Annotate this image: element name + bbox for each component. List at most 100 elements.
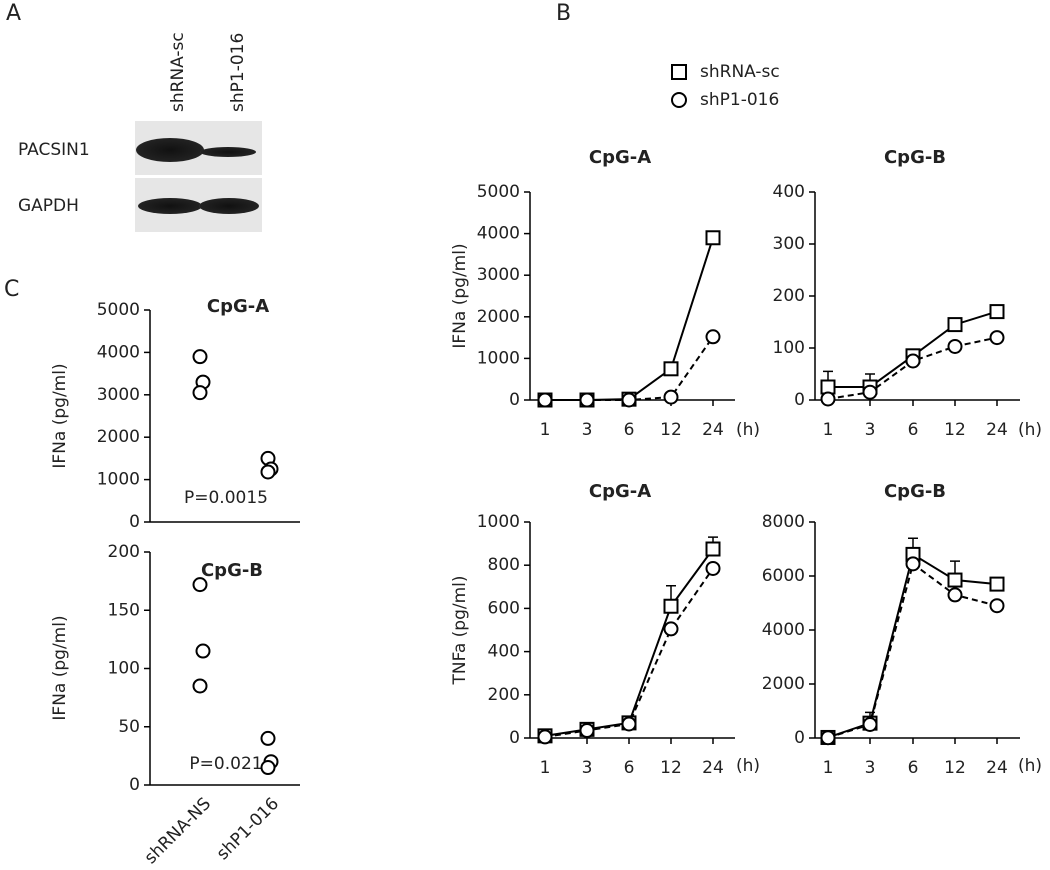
x-tick-label: 24 (702, 420, 724, 440)
y-tick-label: 200 (488, 685, 520, 705)
series-line (545, 237, 714, 401)
chart-title: CpG-B (201, 560, 263, 581)
legend-marker (671, 64, 687, 80)
y-tick-label: 2000 (97, 427, 140, 447)
panel-label: B (556, 1, 571, 26)
x-tick-label: 24 (986, 758, 1008, 778)
marker (579, 722, 595, 738)
y-tick-label: 800 (488, 555, 520, 575)
series-line (545, 336, 714, 401)
marker (989, 576, 1005, 592)
x-axis-label: (h) (736, 756, 760, 776)
legend-label: shP1-016 (700, 90, 779, 110)
marker (705, 230, 721, 246)
row-label: PACSIN1 (18, 140, 90, 160)
marker (192, 349, 208, 365)
western-blot: shRNA-sc shP1-016 PACSIN1 GAPDH (18, 32, 262, 232)
marker (537, 729, 553, 745)
marker (705, 541, 721, 557)
y-tick-label: 300 (773, 234, 805, 254)
chart-title: CpG-A (589, 481, 651, 502)
y-tick-label: 3000 (97, 385, 140, 405)
marker (663, 621, 679, 637)
x-tick-label: 3 (582, 420, 593, 440)
marker (947, 587, 963, 603)
y-tick-label: 0 (794, 390, 805, 410)
marker (947, 338, 963, 354)
marker (260, 760, 276, 776)
y-tick-label: 600 (488, 598, 520, 618)
band (199, 198, 259, 214)
marker (260, 464, 276, 480)
y-tick-label: 0 (794, 728, 805, 748)
marker (579, 392, 595, 408)
x-tick-label: 1 (823, 420, 834, 440)
series-line (544, 548, 714, 737)
x-tick-label: 6 (908, 758, 919, 778)
chart-title: CpG-A (589, 147, 651, 168)
marker (621, 392, 637, 408)
x-tick-label: 12 (660, 420, 682, 440)
marker (862, 384, 878, 400)
annotation: P=0.0015 (184, 488, 268, 508)
y-tick-label: 400 (773, 182, 805, 202)
x-tick-label: 3 (865, 420, 876, 440)
marker (947, 317, 963, 333)
x-axis-label: (h) (736, 420, 760, 440)
x-tick-label: shRNA-NS (141, 794, 215, 868)
panel-label: A (6, 1, 21, 26)
y-tick-label: 0 (129, 512, 140, 532)
marker (621, 716, 637, 732)
row-label: GAPDH (18, 196, 79, 216)
x-axis-label: (h) (1018, 420, 1042, 440)
y-tick-label: 1000 (97, 470, 140, 490)
x-tick-label: 12 (660, 758, 682, 778)
x-tick-label: 6 (624, 758, 635, 778)
y-tick-label: 0 (129, 775, 140, 795)
marker (705, 560, 721, 576)
y-tick-label: 400 (488, 642, 520, 662)
marker (192, 385, 208, 401)
y-tick-label: 2000 (762, 674, 805, 694)
x-tick-label: 24 (986, 420, 1008, 440)
marker (260, 730, 276, 746)
x-tick-label: 24 (702, 758, 724, 778)
series-line (827, 562, 998, 739)
marker (663, 598, 679, 614)
marker (663, 389, 679, 405)
series-line (544, 567, 714, 738)
marker (663, 361, 679, 377)
y-tick-label: 8000 (762, 512, 805, 532)
x-tick-label: 1 (540, 420, 551, 440)
y-axis-label: IFNa (pg/ml) (50, 615, 70, 720)
legend-marker (671, 92, 687, 108)
marker (905, 353, 921, 369)
y-axis-label: IFNa (pg/ml) (450, 243, 470, 348)
marker (989, 330, 1005, 346)
marker (820, 391, 836, 407)
panel-label: C (4, 277, 19, 302)
y-tick-label: 2000 (477, 307, 520, 327)
x-tick-label: shP1-016 (213, 794, 283, 864)
marker (989, 598, 1005, 614)
y-tick-label: 4000 (762, 620, 805, 640)
x-tick-label: 12 (944, 420, 966, 440)
x-axis-label: (h) (1018, 756, 1042, 776)
lane-label: shRNA-sc (168, 32, 188, 112)
annotation: P=0.021 (189, 754, 262, 774)
y-tick-label: 1000 (477, 348, 520, 368)
chart-title: CpG-B (884, 481, 946, 502)
marker (989, 304, 1005, 320)
y-tick-label: 4000 (477, 224, 520, 244)
x-tick-label: 3 (582, 758, 593, 778)
marker (947, 572, 963, 588)
y-tick-label: 5000 (477, 182, 520, 202)
band (138, 198, 202, 214)
y-tick-label: 100 (773, 338, 805, 358)
marker (820, 730, 836, 746)
y-tick-label: 6000 (762, 566, 805, 586)
y-tick-label: 0 (509, 728, 520, 748)
y-tick-label: 5000 (97, 300, 140, 320)
y-tick-label: 4000 (97, 342, 140, 362)
